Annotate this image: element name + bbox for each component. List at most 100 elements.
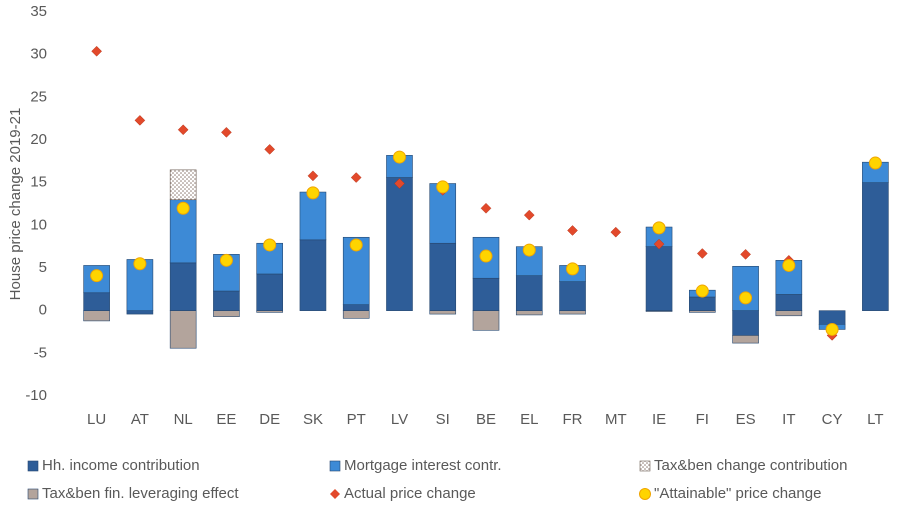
attainable-marker bbox=[566, 262, 580, 276]
actual-marker bbox=[696, 248, 708, 259]
attainable-marker bbox=[219, 253, 233, 267]
x-tick-label: LU bbox=[87, 411, 106, 428]
bar-segment bbox=[818, 310, 846, 325]
bar-segment bbox=[256, 310, 283, 313]
attainable-marker bbox=[825, 322, 839, 336]
bar-segment bbox=[299, 191, 327, 241]
x-tick-label: SK bbox=[303, 411, 323, 428]
y-tick-label: 10 bbox=[30, 216, 47, 233]
attainable-marker bbox=[392, 150, 406, 164]
legend-label: Hh. income contribution bbox=[42, 457, 200, 474]
actual-marker bbox=[653, 238, 665, 250]
x-tick-label: FR bbox=[563, 411, 583, 428]
x-tick-label: FI bbox=[696, 411, 709, 428]
legend-swatch bbox=[330, 489, 340, 499]
bar-segment bbox=[386, 177, 413, 311]
x-tick-label: CY bbox=[822, 411, 843, 428]
bar-segment bbox=[472, 310, 500, 331]
x-tick-label: LV bbox=[391, 411, 408, 428]
bar-segment bbox=[299, 239, 327, 311]
actual-marker bbox=[350, 172, 362, 183]
bar-segment bbox=[775, 294, 803, 311]
bar-segment bbox=[689, 310, 716, 313]
x-tick-label: LT bbox=[867, 411, 883, 428]
x-tick-label: AT bbox=[131, 411, 149, 428]
actual-marker bbox=[394, 178, 405, 189]
legend-label: Tax&ben change contribution bbox=[654, 457, 847, 474]
actual-marker bbox=[264, 144, 276, 155]
bar-segment bbox=[429, 242, 457, 311]
y-tick-label: 5 bbox=[39, 259, 47, 276]
actual-marker bbox=[221, 126, 232, 138]
actual-marker bbox=[567, 225, 578, 236]
x-tick-label: ES bbox=[736, 411, 756, 428]
legend-swatch bbox=[27, 488, 39, 500]
x-tick-label: MT bbox=[605, 411, 627, 428]
legend-label: Mortgage interest contr. bbox=[344, 457, 502, 474]
attainable-marker bbox=[868, 156, 882, 170]
actual-marker bbox=[134, 115, 146, 126]
y-axis-label: House price change 2019-21 bbox=[7, 108, 24, 301]
attainable-marker bbox=[263, 238, 277, 252]
attainable-marker bbox=[739, 291, 753, 305]
bar-segment bbox=[645, 246, 673, 311]
y-tick-label: 30 bbox=[30, 46, 47, 63]
y-tick-label: 25 bbox=[30, 88, 47, 105]
bar-segment bbox=[862, 182, 889, 311]
bar-segment bbox=[732, 310, 759, 336]
bar-segment bbox=[732, 335, 759, 344]
x-tick-label: NL bbox=[174, 411, 193, 428]
bar-segment bbox=[559, 310, 586, 315]
y-tick-label: 20 bbox=[30, 131, 47, 148]
legend-label: Actual price change bbox=[344, 485, 476, 502]
actual-marker bbox=[177, 124, 189, 136]
bar-segment bbox=[342, 304, 370, 311]
legend-label: "Attainable" price change bbox=[654, 485, 821, 502]
x-tick-label: SI bbox=[436, 411, 450, 428]
bar-segment bbox=[126, 310, 154, 315]
y-tick-label: 0 bbox=[39, 302, 47, 319]
attainable-marker bbox=[479, 249, 493, 263]
attainable-marker bbox=[652, 221, 666, 235]
y-tick-label: -10 bbox=[25, 387, 47, 404]
bar-segment bbox=[472, 277, 500, 311]
legend-swatch bbox=[27, 460, 39, 472]
actual-marker bbox=[91, 45, 102, 57]
attainable-marker bbox=[695, 284, 709, 298]
x-tick-label: DE bbox=[259, 411, 280, 428]
y-tick-label: 35 bbox=[30, 3, 47, 20]
attainable-marker bbox=[436, 180, 450, 194]
attainable-marker bbox=[306, 186, 320, 200]
actual-marker bbox=[610, 226, 622, 238]
x-tick-label: BE bbox=[476, 411, 496, 428]
bar-segment bbox=[169, 310, 197, 349]
attainable-marker bbox=[90, 269, 104, 283]
attainable-marker bbox=[782, 258, 796, 272]
actual-marker bbox=[480, 202, 492, 214]
bar-segment bbox=[256, 242, 283, 275]
actual-marker bbox=[740, 248, 751, 260]
x-tick-label: IE bbox=[652, 411, 666, 428]
bar-segment bbox=[169, 169, 197, 201]
bar-segment bbox=[775, 310, 803, 317]
attainable-marker bbox=[133, 257, 147, 271]
attainable-marker bbox=[349, 238, 363, 252]
bar-segment bbox=[213, 290, 240, 311]
bar-segment bbox=[342, 310, 370, 319]
bar-segment bbox=[689, 296, 716, 311]
bar-segment bbox=[429, 310, 457, 315]
y-tick-label: 15 bbox=[30, 174, 47, 191]
legend-swatch bbox=[639, 460, 651, 472]
bar-segment bbox=[515, 310, 543, 316]
x-tick-label: EE bbox=[216, 411, 236, 428]
bar-segment bbox=[83, 292, 110, 311]
x-tick-label: IT bbox=[782, 411, 795, 428]
bar-segment bbox=[83, 310, 110, 322]
x-tick-label: PT bbox=[347, 411, 366, 428]
bar-segment bbox=[213, 254, 240, 292]
bar-segment bbox=[169, 262, 197, 311]
legend-label: Tax&ben fin. leveraging effect bbox=[42, 485, 239, 502]
y-tick-label: -5 bbox=[34, 344, 47, 361]
attainable-marker bbox=[176, 201, 190, 215]
